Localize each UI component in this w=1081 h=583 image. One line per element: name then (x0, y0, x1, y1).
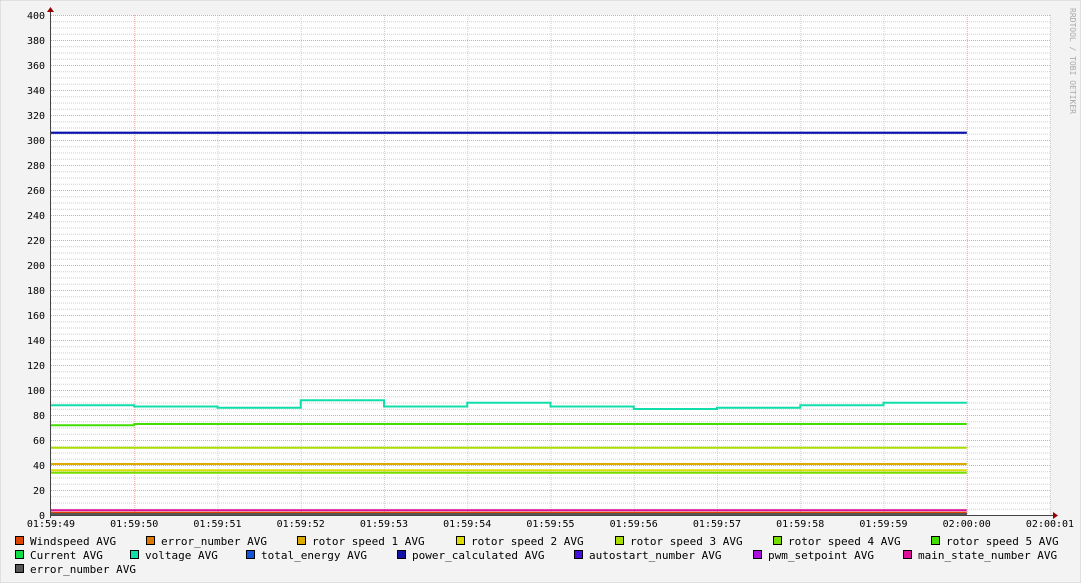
x-tick-label: 01:59:56 (610, 519, 658, 530)
y-tick-label: 260 (27, 186, 45, 197)
y-tick-label: 240 (27, 211, 45, 222)
x-tick-label: 01:59:49 (27, 519, 75, 530)
legend-swatch (456, 536, 465, 545)
y-tick-label: 340 (27, 86, 45, 97)
y-tick-label: 280 (27, 161, 45, 172)
legend-label: error_number AVG (30, 563, 136, 576)
legend-swatch (931, 536, 940, 545)
legend-swatch (903, 550, 912, 559)
legend-swatch (130, 550, 139, 559)
legend-label: autostart_number AVG (589, 549, 721, 562)
x-tick-label: 01:59:59 (859, 519, 907, 530)
legend-swatch (297, 536, 306, 545)
legend-swatch (753, 550, 762, 559)
legend-swatch (574, 550, 583, 559)
legend-label: power_calculated AVG (412, 549, 544, 562)
x-tick-label: 02:00:00 (943, 519, 991, 530)
legend-label: total_energy AVG (261, 549, 367, 562)
series-line (51, 423, 967, 427)
y-tick-label: 320 (27, 111, 45, 122)
x-tick-label: 01:59:50 (110, 519, 158, 530)
x-tick-label: 02:00:01 (1026, 519, 1074, 530)
x-tick-label: 01:59:57 (693, 519, 741, 530)
y-tick-label: 200 (27, 261, 45, 272)
x-axis-arrow (1053, 512, 1058, 519)
y-tick-label: 380 (27, 36, 45, 47)
legend-label: Current AVG (30, 549, 103, 562)
x-tick-label: 01:59:53 (360, 519, 408, 530)
y-tick-label: 140 (27, 336, 45, 347)
x-tick-label: 01:59:54 (443, 519, 491, 530)
y-tick-label: 0 (39, 511, 45, 522)
legend-label: rotor speed 1 AVG (312, 535, 425, 548)
y-tick-label: 300 (27, 136, 45, 147)
legend-swatch (773, 536, 782, 545)
legend-swatch (146, 536, 155, 545)
y-tick-label: 20 (33, 486, 45, 497)
legend-label: rotor speed 2 AVG (471, 535, 584, 548)
y-tick-label: 180 (27, 286, 45, 297)
y-tick-label: 60 (33, 436, 45, 447)
y-tick-label: 40 (33, 461, 45, 472)
legend-label: rotor speed 4 AVG (788, 535, 901, 548)
legend-label: error_number AVG (161, 535, 267, 548)
x-tick-label: 01:59:55 (526, 519, 574, 530)
legend-label: pwm_setpoint AVG (768, 549, 874, 562)
legend-label: rotor speed 5 AVG (946, 535, 1059, 548)
x-tick-label: 01:59:51 (193, 519, 241, 530)
y-tick-label: 160 (27, 311, 45, 322)
y-tick-label: 220 (27, 236, 45, 247)
x-tick-label: 01:59:58 (776, 519, 824, 530)
legend-swatch (615, 536, 624, 545)
y-tick-label: 100 (27, 386, 45, 397)
y-axis-arrow (47, 7, 54, 12)
x-tick-label: 01:59:52 (277, 519, 325, 530)
legend-swatch (397, 550, 406, 559)
legend-swatch (246, 550, 255, 559)
y-tick-label: 120 (27, 361, 45, 372)
legend-label: Windspeed AVG (30, 535, 116, 548)
legend-label: main_state_number AVG (918, 549, 1057, 562)
y-tick-label: 80 (33, 411, 45, 422)
legend-label: rotor speed 3 AVG (630, 535, 743, 548)
legend-swatch (15, 564, 24, 573)
legend-swatch (15, 536, 24, 545)
y-tick-label: 360 (27, 61, 45, 72)
legend-swatch (15, 550, 24, 559)
watermark: RRDTOOL / TOBI OETIKER (1068, 8, 1077, 114)
legend-label: voltage AVG (145, 549, 218, 562)
series-line (51, 399, 967, 410)
y-tick-label: 400 (27, 11, 45, 22)
